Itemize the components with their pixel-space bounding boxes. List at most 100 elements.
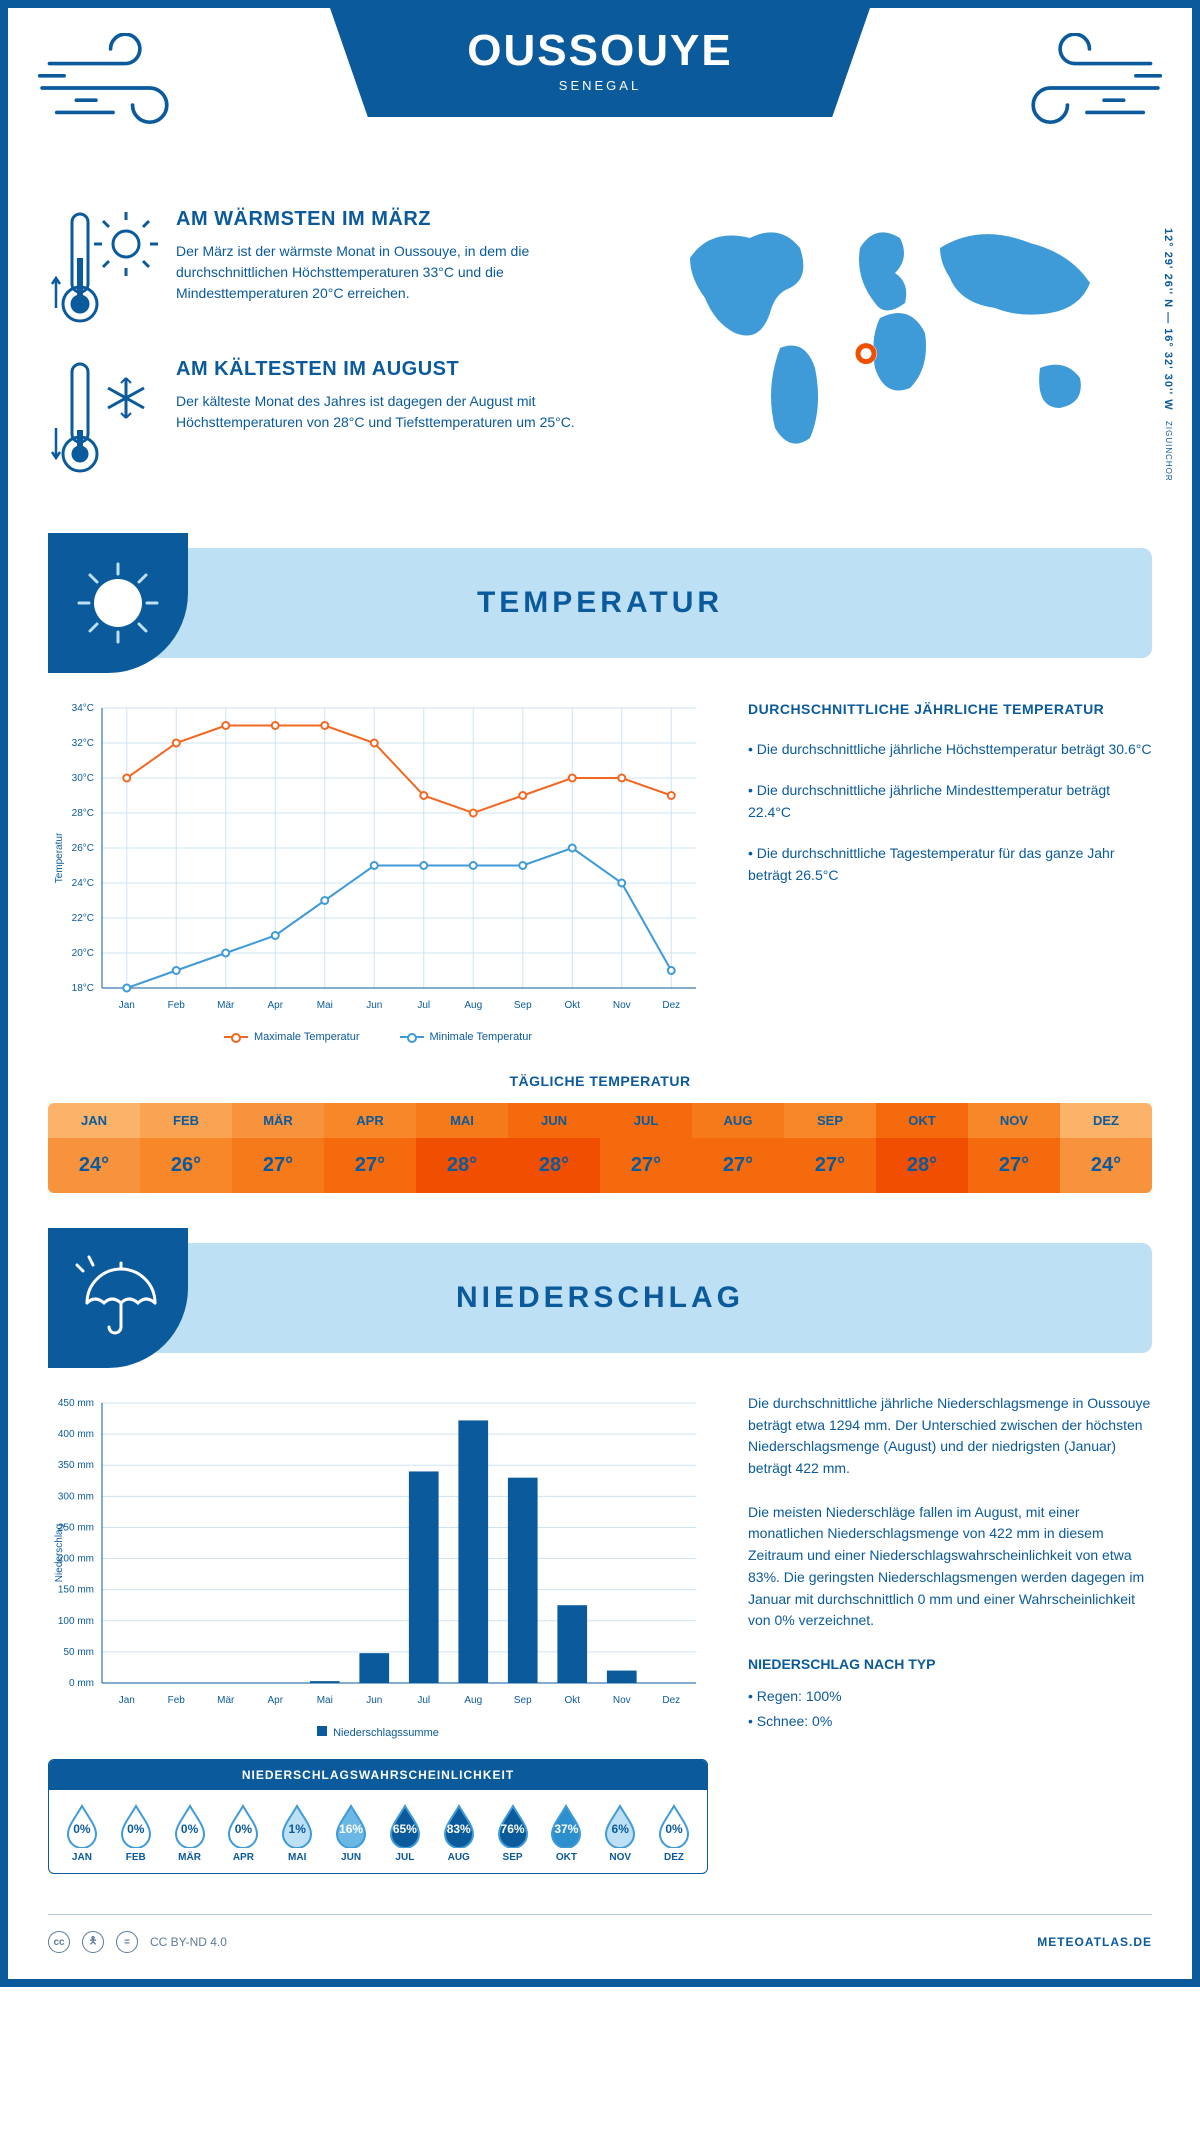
coldest-text: Der kälteste Monat des Jahres ist dagege… [176, 391, 588, 433]
header: OUSSOUYE SENEGAL [48, 8, 1152, 188]
daily-temp-title: TÄGLICHE TEMPERATUR [48, 1073, 1152, 1089]
precip-banner: NIEDERSCHLAG [48, 1243, 1152, 1353]
daily-temp-table: JAN24°FEB26°MÄR27°APR27°MAI28°JUN28°JUL2… [48, 1103, 1152, 1193]
precip-chart: 0 mm50 mm100 mm150 mm200 mm250 mm300 mm3… [48, 1393, 708, 1713]
svg-text:350 mm: 350 mm [58, 1460, 94, 1471]
svg-text:18°C: 18°C [72, 983, 94, 994]
svg-text:Jul: Jul [417, 1695, 430, 1706]
svg-text:0 mm: 0 mm [69, 1678, 94, 1689]
prob-cell: 76%SEP [486, 1804, 540, 1863]
umbrella-icon [48, 1228, 188, 1368]
svg-text:Dez: Dez [662, 1000, 680, 1011]
svg-text:Sep: Sep [514, 1695, 532, 1706]
daily-cell: DEZ24° [1060, 1103, 1152, 1193]
svg-text:Aug: Aug [464, 1000, 482, 1011]
svg-text:150 mm: 150 mm [58, 1585, 94, 1596]
svg-text:Jun: Jun [366, 1000, 382, 1011]
temp-notes-heading: DURCHSCHNITTLICHE JÄHRLICHE TEMPERATUR [748, 698, 1152, 720]
precip-by-type-heading: NIEDERSCHLAG NACH TYP [748, 1654, 1152, 1676]
prob-cell: 0%APR [216, 1804, 270, 1863]
svg-text:32°C: 32°C [72, 738, 94, 749]
temperature-legend: Maximale Temperatur Minimale Temperatur [48, 1031, 708, 1043]
precip-p1: Die durchschnittliche jährliche Niedersc… [748, 1393, 1152, 1480]
cc-icon: cc [48, 1931, 70, 1953]
temp-note-3: • Die durchschnittliche Tagestemperatur … [748, 842, 1152, 887]
coldest-title: AM KÄLTESTEN IM AUGUST [176, 358, 588, 381]
temp-note-2: • Die durchschnittliche jährliche Mindes… [748, 779, 1152, 824]
precip-snow: • Schnee: 0% [748, 1711, 1152, 1733]
svg-text:Nov: Nov [613, 1695, 631, 1706]
daily-cell: JAN24° [48, 1103, 140, 1193]
temperature-notes: DURCHSCHNITTLICHE JÄHRLICHE TEMPERATUR •… [748, 698, 1152, 1043]
nd-icon: = [116, 1931, 138, 1953]
sun-icon [48, 533, 188, 673]
warmest-block: AM WÄRMSTEN IM MÄRZ Der März ist der wär… [48, 208, 588, 328]
svg-text:20°C: 20°C [72, 948, 94, 959]
svg-text:28°C: 28°C [72, 808, 94, 819]
precip-text: Die durchschnittliche jährliche Niedersc… [748, 1393, 1152, 1874]
brand-text: METEOATLAS.DE [1037, 1935, 1152, 1949]
temp-note-1: • Die durchschnittliche jährliche Höchst… [748, 738, 1152, 760]
daily-cell: MAI28° [416, 1103, 508, 1193]
svg-text:22°C: 22°C [72, 913, 94, 924]
svg-text:Okt: Okt [564, 1695, 580, 1706]
coords-text: 12° 29' 26'' N — 16° 32' 30'' W [1162, 228, 1174, 411]
svg-text:30°C: 30°C [72, 773, 94, 784]
svg-text:Jan: Jan [119, 1000, 135, 1011]
wind-icon [1012, 33, 1162, 143]
daily-cell: JUN28° [508, 1103, 600, 1193]
prob-cell: 65%JUL [378, 1804, 432, 1863]
daily-cell: MÄR27° [232, 1103, 324, 1193]
svg-text:400 mm: 400 mm [58, 1429, 94, 1440]
world-map: 12° 29' 26'' N — 16° 32' 30'' W ZIGUINCH… [628, 208, 1152, 508]
temperature-heading: TEMPERATUR [48, 586, 1152, 620]
prob-title: NIEDERSCHLAGSWAHRSCHEINLICHKEIT [49, 1760, 707, 1790]
daily-cell: AUG27° [692, 1103, 784, 1193]
svg-text:Sep: Sep [514, 1000, 532, 1011]
precip-legend: Niederschlagssumme [48, 1726, 708, 1739]
svg-text:450 mm: 450 mm [58, 1398, 94, 1409]
prob-cell: 83%AUG [432, 1804, 486, 1863]
legend-min: Minimale Temperatur [430, 1031, 533, 1043]
svg-text:100 mm: 100 mm [58, 1616, 94, 1627]
svg-text:Feb: Feb [168, 1695, 186, 1706]
svg-text:Jan: Jan [119, 1695, 135, 1706]
daily-cell: FEB26° [140, 1103, 232, 1193]
intro-section: AM WÄRMSTEN IM MÄRZ Der März ist der wär… [48, 208, 1152, 508]
legend-max: Maximale Temperatur [254, 1031, 360, 1043]
warmest-text: Der März ist der wärmste Monat in Oussou… [176, 241, 588, 304]
temperature-banner: TEMPERATUR [48, 548, 1152, 658]
region-text: ZIGUINCHOR [1164, 421, 1173, 482]
map-marker [855, 343, 877, 365]
prob-cell: 0%JAN [55, 1804, 109, 1863]
by-icon: 🯅 [82, 1931, 104, 1953]
thermometer-snow-icon [48, 358, 158, 478]
footer: cc 🯅 = CC BY-ND 4.0 METEOATLAS.DE [48, 1914, 1152, 1959]
prob-cell: 0%FEB [109, 1804, 163, 1863]
map-svg [628, 208, 1152, 468]
precip-rain: • Regen: 100% [748, 1686, 1152, 1708]
precip-p2: Die meisten Niederschläge fallen im Augu… [748, 1502, 1152, 1632]
svg-text:Mär: Mär [217, 1695, 235, 1706]
wind-icon [38, 33, 188, 143]
daily-cell: APR27° [324, 1103, 416, 1193]
prob-cell: 16%JUN [324, 1804, 378, 1863]
daily-cell: OKT28° [876, 1103, 968, 1193]
prob-cell: 0%MÄR [163, 1804, 217, 1863]
svg-text:Temperatur: Temperatur [54, 832, 65, 883]
svg-text:Okt: Okt [564, 1000, 580, 1011]
precip-probability-box: NIEDERSCHLAGSWAHRSCHEINLICHKEIT 0%JAN0%F… [48, 1759, 708, 1874]
svg-text:Jul: Jul [417, 1000, 430, 1011]
temperature-chart-svg: 18°C20°C22°C24°C26°C28°C30°C32°C34°CJanF… [48, 698, 708, 1018]
precip-heading: NIEDERSCHLAG [48, 1281, 1152, 1315]
country-subtitle: SENEGAL [340, 78, 860, 93]
svg-text:Dez: Dez [662, 1695, 680, 1706]
daily-cell: SEP27° [784, 1103, 876, 1193]
svg-text:Apr: Apr [267, 1695, 283, 1706]
infographic-frame: OUSSOUYE SENEGAL [0, 0, 1200, 1987]
svg-text:26°C: 26°C [72, 843, 94, 854]
svg-text:Mai: Mai [317, 1000, 333, 1011]
svg-text:Nov: Nov [613, 1000, 631, 1011]
prob-cell: 1%MAI [270, 1804, 324, 1863]
coldest-block: AM KÄLTESTEN IM AUGUST Der kälteste Mona… [48, 358, 588, 478]
